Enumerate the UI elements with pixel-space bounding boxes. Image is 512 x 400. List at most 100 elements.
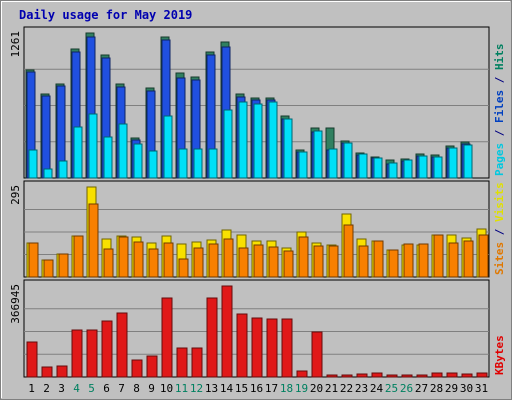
x-tick-label-day-29: 29 bbox=[445, 382, 458, 395]
bar-kbytes-day-11 bbox=[176, 347, 188, 378]
bar-sites-day-8 bbox=[133, 241, 144, 278]
bar-pages-day-8 bbox=[133, 143, 143, 179]
bar-sites-day-9 bbox=[148, 248, 159, 278]
bar-sites-day-21 bbox=[328, 245, 339, 278]
bar-pages-day-16 bbox=[253, 103, 263, 179]
bar-pages-day-5 bbox=[88, 113, 98, 179]
bar-kbytes-day-16 bbox=[251, 317, 263, 378]
bar-sites-day-5 bbox=[88, 203, 99, 278]
bar-sites-day-1 bbox=[28, 242, 39, 278]
panel-hits-legend: Pages / Files / Hits bbox=[493, 44, 506, 177]
x-tick-label-day-4: 4 bbox=[73, 382, 80, 395]
bar-kbytes-day-5 bbox=[86, 329, 98, 378]
bar-kbytes-day-15 bbox=[236, 313, 248, 378]
x-tick-label-day-13: 13 bbox=[205, 382, 218, 395]
bar-pages-day-9 bbox=[148, 150, 158, 179]
bar-sites-day-16 bbox=[253, 244, 264, 278]
bar-kbytes-day-10 bbox=[161, 297, 173, 378]
bar-pages-day-29 bbox=[448, 147, 458, 179]
bar-pages-day-19 bbox=[298, 151, 308, 179]
bar-pages-day-14 bbox=[223, 109, 233, 179]
bar-sites-day-28 bbox=[433, 234, 444, 278]
bar-sites-day-14 bbox=[223, 238, 234, 278]
bar-pages-day-11 bbox=[178, 148, 188, 179]
x-axis: 1 2 3 4 5 6 7 8 9 10 11 12 13 14 15 16 17 18 19 20 21 22 23 24 2… bbox=[28, 382, 488, 395]
bar-pages-day-25 bbox=[388, 162, 398, 179]
bar-pages-day-27 bbox=[418, 155, 428, 179]
series-pages bbox=[28, 101, 473, 179]
x-tick-label-day-6: 6 bbox=[103, 382, 110, 395]
bar-kbytes-day-6 bbox=[101, 320, 113, 378]
x-tick-label-day-8: 8 bbox=[133, 382, 140, 395]
panel-visits-legend: Sites / Visits bbox=[493, 182, 506, 275]
bar-sites-day-6 bbox=[103, 248, 114, 278]
bar-pages-day-22 bbox=[343, 142, 353, 179]
bar-sites-day-18 bbox=[283, 250, 294, 278]
bar-sites-day-24 bbox=[373, 240, 384, 278]
panel-kbytes: 366945 KBytes bbox=[9, 279, 506, 378]
bar-kbytes-day-8 bbox=[131, 359, 143, 378]
bar-pages-day-20 bbox=[313, 130, 323, 179]
x-tick-label-day-17: 17 bbox=[265, 382, 278, 395]
panel-hits-max-label: 1261 bbox=[9, 31, 22, 58]
bar-kbytes-day-31 bbox=[476, 372, 488, 378]
bar-kbytes-day-3 bbox=[56, 365, 68, 378]
bar-pages-day-23 bbox=[358, 153, 368, 179]
bar-kbytes-day-21 bbox=[326, 374, 338, 378]
legend-part: / bbox=[493, 222, 506, 242]
bar-kbytes-day-22 bbox=[341, 374, 353, 378]
bar-sites-day-11 bbox=[178, 258, 189, 278]
bar-pages-day-28 bbox=[433, 156, 443, 179]
panel-hits: 1261 Pages / Files / Hits bbox=[9, 26, 506, 179]
bar-sites-day-7 bbox=[118, 236, 129, 278]
bar-sites-day-30 bbox=[463, 240, 474, 278]
bar-sites-day-22 bbox=[343, 224, 354, 278]
chart-title: Daily usage for May 2019 bbox=[19, 8, 192, 22]
bar-kbytes-day-12 bbox=[191, 347, 203, 378]
x-tick-label-day-9: 9 bbox=[148, 382, 155, 395]
bar-kbytes-day-20 bbox=[311, 331, 323, 378]
bar-pages-day-15 bbox=[238, 101, 248, 179]
panel-kbytes-legend: KBytes bbox=[493, 335, 506, 375]
x-tick-label-day-7: 7 bbox=[118, 382, 125, 395]
bar-sites-day-31 bbox=[478, 234, 489, 278]
x-tick-label-day-1: 1 bbox=[28, 382, 35, 395]
x-tick-label-day-11: 11 bbox=[175, 382, 188, 395]
bar-kbytes-day-26 bbox=[401, 374, 413, 378]
bar-pages-day-3 bbox=[58, 160, 68, 179]
bar-kbytes-day-28 bbox=[431, 372, 443, 378]
x-tick-label-day-27: 27 bbox=[415, 382, 428, 395]
bar-kbytes-day-14 bbox=[221, 285, 233, 378]
bar-sites-day-27 bbox=[418, 243, 429, 278]
bar-kbytes-day-17 bbox=[266, 318, 278, 378]
bar-kbytes-day-29 bbox=[446, 372, 458, 378]
bar-pages-day-18 bbox=[283, 118, 293, 179]
bar-kbytes-day-7 bbox=[116, 312, 128, 378]
panel-kbytes-max-label: 366945 bbox=[9, 284, 22, 324]
x-tick-label-day-18: 18 bbox=[280, 382, 293, 395]
bar-kbytes-day-27 bbox=[416, 374, 428, 378]
x-tick-label-day-22: 22 bbox=[340, 382, 353, 395]
bar-pages-day-30 bbox=[463, 144, 473, 179]
bar-kbytes-day-18 bbox=[281, 318, 293, 378]
series-kbytes bbox=[26, 285, 488, 378]
bar-pages-day-1 bbox=[28, 149, 38, 179]
x-tick-label-day-24: 24 bbox=[370, 382, 384, 395]
legend-part: / bbox=[493, 70, 506, 90]
bar-sites-day-19 bbox=[298, 236, 309, 278]
bar-pages-day-2 bbox=[43, 168, 53, 179]
x-tick-label-day-15: 15 bbox=[235, 382, 248, 395]
bar-sites-day-3 bbox=[58, 253, 69, 278]
bar-kbytes-day-25 bbox=[386, 374, 398, 378]
x-tick-label-day-14: 14 bbox=[220, 382, 234, 395]
legend-part: Files bbox=[493, 90, 506, 123]
bar-pages-day-24 bbox=[373, 157, 383, 179]
bar-kbytes-day-1 bbox=[26, 341, 38, 378]
x-tick-label-day-19: 19 bbox=[295, 382, 308, 395]
series-sites bbox=[28, 203, 489, 278]
x-tick-label-day-12: 12 bbox=[190, 382, 203, 395]
bar-sites-day-10 bbox=[163, 242, 174, 278]
x-tick-label-day-2: 2 bbox=[43, 382, 50, 395]
bar-kbytes-day-30 bbox=[461, 373, 473, 378]
bar-sites-day-15 bbox=[238, 247, 249, 278]
